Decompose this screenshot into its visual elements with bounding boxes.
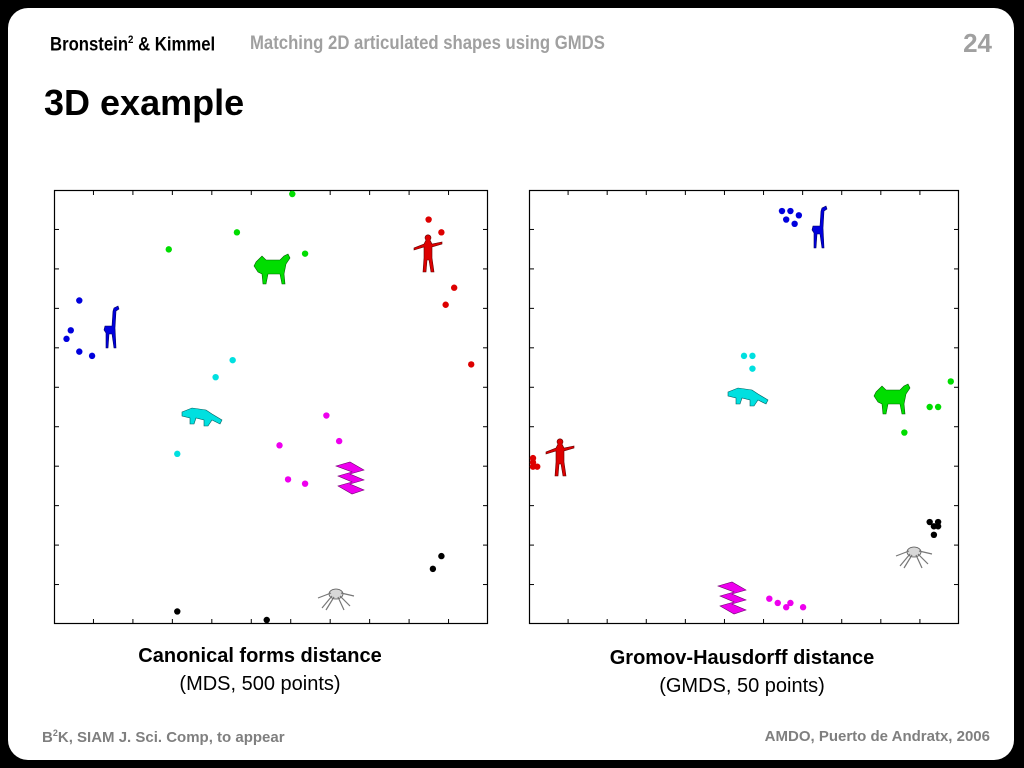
paper-point bbox=[774, 599, 781, 607]
human-point bbox=[529, 463, 537, 470]
giraffe-point bbox=[76, 297, 83, 304]
crocodile-icon bbox=[727, 387, 769, 407]
horse-icon bbox=[253, 253, 291, 285]
giraffe-icon bbox=[103, 305, 120, 349]
paper-icon bbox=[717, 581, 747, 615]
horse-point bbox=[926, 403, 933, 411]
horse-point bbox=[165, 246, 172, 253]
crocodile-icon bbox=[181, 407, 223, 427]
plot-frame bbox=[528, 189, 960, 625]
authors-superscript: 2 bbox=[128, 34, 134, 46]
horse-point bbox=[233, 229, 241, 236]
talk-title: Matching 2D articulated shapes using GMD… bbox=[250, 33, 605, 54]
spider-point bbox=[930, 531, 938, 538]
human-point bbox=[425, 216, 432, 223]
footer-citation-suffix: K, SIAM J. Sci. Comp, to appear bbox=[57, 729, 285, 746]
spider-point bbox=[263, 616, 270, 624]
paper-point bbox=[276, 442, 283, 449]
paper-point bbox=[301, 480, 309, 487]
page-number: 24 bbox=[963, 28, 992, 58]
footer-citation: B2K, SIAM J. Sci. Comp, to appear bbox=[42, 728, 285, 746]
slide: Bronstein2 & Kimmel Matching 2D articula… bbox=[8, 8, 1014, 760]
giraffe-point bbox=[63, 335, 70, 343]
horse-icon bbox=[873, 383, 911, 415]
horse-point bbox=[289, 190, 296, 198]
gmds-caption-main: Gromov-Hausdorff distance bbox=[609, 647, 875, 669]
horse-point bbox=[901, 429, 908, 436]
footer-venue: AMDO, Puerto de Andratx, 2006 bbox=[764, 728, 990, 745]
crocodile-point bbox=[749, 365, 756, 372]
spider-point bbox=[429, 565, 437, 573]
authors-prefix: Bronstein bbox=[50, 34, 129, 56]
mds-scatter-plot bbox=[53, 189, 489, 625]
human-point bbox=[468, 361, 475, 368]
paper-point bbox=[783, 604, 790, 611]
footer-citation-prefix: B bbox=[42, 729, 53, 746]
giraffe-icon bbox=[811, 205, 828, 249]
paper-point bbox=[766, 595, 773, 602]
giraffe-point bbox=[795, 212, 803, 219]
human-point bbox=[438, 229, 445, 236]
human-icon bbox=[413, 234, 443, 273]
spider-point bbox=[934, 523, 942, 530]
scatter-svg bbox=[528, 189, 960, 625]
crocodile-point bbox=[174, 450, 181, 458]
spider-point bbox=[438, 552, 445, 560]
paper-point bbox=[799, 604, 807, 611]
giraffe-point bbox=[67, 327, 74, 334]
giraffe-point bbox=[778, 207, 786, 215]
giraffe-point bbox=[783, 216, 790, 223]
gmds-caption: Gromov-Hausdorff distance (GMDS, 50 poin… bbox=[529, 644, 955, 700]
spider-icon bbox=[317, 588, 355, 611]
human-point bbox=[442, 301, 449, 308]
horse-point bbox=[934, 403, 942, 411]
paper-point bbox=[284, 476, 292, 483]
mds-caption: Canonical forms distance (MDS, 500 point… bbox=[54, 642, 466, 698]
giraffe-point bbox=[791, 220, 798, 228]
horse-point bbox=[301, 250, 309, 257]
horse-point bbox=[947, 378, 954, 385]
spider-icon bbox=[895, 546, 933, 569]
gmds-caption-sub: (GMDS, 50 points) bbox=[659, 675, 825, 697]
header-authors: Bronstein2 & Kimmel bbox=[50, 34, 215, 56]
human-icon bbox=[545, 438, 575, 477]
giraffe-point bbox=[88, 352, 96, 360]
crocodile-point bbox=[749, 352, 756, 360]
mds-caption-main: Canonical forms distance bbox=[138, 645, 382, 667]
authors-suffix: & Kimmel bbox=[133, 34, 216, 56]
crocodile-point bbox=[212, 373, 219, 381]
slide-title: 3D example bbox=[44, 82, 245, 123]
mds-caption-sub: (MDS, 500 points) bbox=[179, 673, 341, 695]
giraffe-point bbox=[787, 207, 794, 215]
gmds-scatter-plot bbox=[528, 189, 960, 625]
paper-point bbox=[787, 599, 794, 607]
crocodile-point bbox=[740, 352, 748, 360]
spider-point bbox=[926, 518, 933, 526]
scatter-svg bbox=[53, 189, 489, 625]
spider-point bbox=[174, 608, 181, 615]
paper-icon bbox=[335, 461, 365, 495]
paper-point bbox=[323, 412, 330, 419]
crocodile-point bbox=[229, 356, 236, 364]
plot-frame bbox=[53, 189, 489, 625]
paper-point bbox=[335, 437, 343, 445]
giraffe-point bbox=[76, 348, 83, 355]
human-point bbox=[450, 284, 458, 291]
footer-citation-superscript: 2 bbox=[52, 728, 58, 738]
